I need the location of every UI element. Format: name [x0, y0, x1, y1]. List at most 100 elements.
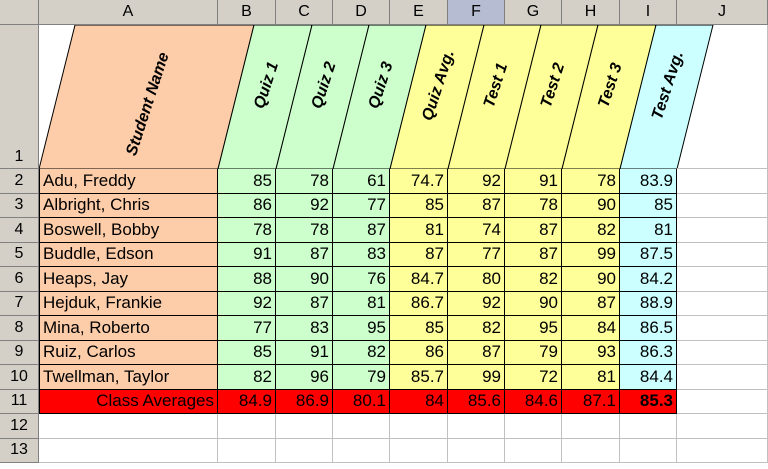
score-cell-tavg[interactable]: 83.9 [620, 169, 677, 194]
score-cell-q1[interactable]: 86 [218, 193, 276, 218]
empty-cell[interactable] [562, 438, 620, 463]
score-cell-tavg[interactable]: 88.9 [620, 291, 677, 316]
score-cell-t3[interactable]: 90 [562, 193, 620, 218]
score-cell-t1[interactable]: 74 [448, 218, 505, 243]
score-cell-qavg[interactable]: 85 [390, 193, 448, 218]
empty-cell[interactable] [276, 414, 333, 439]
score-cell-t1[interactable]: 87 [448, 340, 505, 365]
score-cell-tavg[interactable]: 86.3 [620, 340, 677, 365]
empty-cell[interactable] [677, 414, 768, 439]
empty-cell[interactable] [39, 414, 218, 439]
empty-cell[interactable] [448, 414, 505, 439]
class-average-t2[interactable]: 84.6 [505, 389, 562, 414]
score-cell-t1[interactable]: 80 [448, 267, 505, 292]
score-cell-q3[interactable]: 76 [333, 267, 390, 292]
empty-cell[interactable] [333, 414, 390, 439]
score-cell-q1[interactable]: 77 [218, 316, 276, 341]
score-cell-t2[interactable]: 87 [505, 218, 562, 243]
row-header-5[interactable]: 5 [0, 242, 39, 267]
empty-cell[interactable] [677, 340, 768, 365]
score-cell-t3[interactable]: 81 [562, 365, 620, 390]
row-header-8[interactable]: 8 [0, 316, 39, 341]
score-cell-q3[interactable]: 95 [333, 316, 390, 341]
empty-cell[interactable] [677, 438, 768, 463]
score-cell-t2[interactable]: 87 [505, 242, 562, 267]
column-header-i[interactable]: I [620, 0, 677, 25]
score-cell-qavg[interactable]: 86.7 [390, 291, 448, 316]
empty-cell[interactable] [677, 316, 768, 341]
score-cell-q3[interactable]: 81 [333, 291, 390, 316]
score-cell-qavg[interactable]: 86 [390, 340, 448, 365]
score-cell-qavg[interactable]: 85 [390, 316, 448, 341]
empty-cell[interactable] [677, 242, 768, 267]
score-cell-q2[interactable]: 87 [276, 242, 333, 267]
score-cell-q2[interactable]: 96 [276, 365, 333, 390]
score-cell-t2[interactable]: 72 [505, 365, 562, 390]
score-cell-q3[interactable]: 77 [333, 193, 390, 218]
score-cell-q2[interactable]: 87 [276, 291, 333, 316]
score-cell-t3[interactable]: 82 [562, 218, 620, 243]
class-average-q1[interactable]: 84.9 [218, 389, 276, 414]
score-cell-q1[interactable]: 92 [218, 291, 276, 316]
score-cell-q1[interactable]: 78 [218, 218, 276, 243]
score-cell-qavg[interactable]: 87 [390, 242, 448, 267]
empty-cell[interactable] [505, 414, 562, 439]
score-cell-tavg[interactable]: 84.2 [620, 267, 677, 292]
score-cell-t2[interactable]: 82 [505, 267, 562, 292]
score-cell-q3[interactable]: 83 [333, 242, 390, 267]
score-cell-qavg[interactable]: 85.7 [390, 365, 448, 390]
row-header-13[interactable]: 13 [0, 438, 39, 463]
class-average-q3[interactable]: 80.1 [333, 389, 390, 414]
score-cell-t3[interactable]: 99 [562, 242, 620, 267]
empty-cell[interactable] [39, 438, 218, 463]
empty-cell[interactable] [390, 414, 448, 439]
row-header-7[interactable]: 7 [0, 291, 39, 316]
score-cell-t3[interactable]: 78 [562, 169, 620, 194]
column-header-c[interactable]: C [276, 0, 333, 25]
score-cell-q1[interactable]: 85 [218, 340, 276, 365]
score-cell-q1[interactable]: 85 [218, 169, 276, 194]
class-average-q2[interactable]: 86.9 [276, 389, 333, 414]
column-header-d[interactable]: D [333, 0, 390, 25]
score-cell-q2[interactable]: 92 [276, 193, 333, 218]
score-cell-t2[interactable]: 95 [505, 316, 562, 341]
score-cell-t2[interactable]: 79 [505, 340, 562, 365]
score-cell-tavg[interactable]: 85 [620, 193, 677, 218]
score-cell-q2[interactable]: 83 [276, 316, 333, 341]
score-cell-q3[interactable]: 61 [333, 169, 390, 194]
column-header-b[interactable]: B [218, 0, 276, 25]
column-header-g[interactable]: G [505, 0, 562, 25]
row-header-11[interactable]: 11 [0, 389, 39, 414]
row-header-9[interactable]: 9 [0, 340, 39, 365]
score-cell-t3[interactable]: 84 [562, 316, 620, 341]
student-name-cell[interactable]: Mina, Roberto [39, 316, 218, 341]
empty-cell[interactable] [677, 389, 768, 414]
score-cell-t1[interactable]: 82 [448, 316, 505, 341]
score-cell-t2[interactable]: 91 [505, 169, 562, 194]
score-cell-tavg[interactable]: 81 [620, 218, 677, 243]
score-cell-q1[interactable]: 91 [218, 242, 276, 267]
column-header-h[interactable]: H [562, 0, 620, 25]
empty-cell[interactable] [448, 438, 505, 463]
score-cell-q3[interactable]: 87 [333, 218, 390, 243]
empty-cell[interactable] [677, 267, 768, 292]
class-average-qavg[interactable]: 84 [390, 389, 448, 414]
empty-cell[interactable] [218, 414, 276, 439]
student-name-cell[interactable]: Hejduk, Frankie [39, 291, 218, 316]
score-cell-t1[interactable]: 92 [448, 291, 505, 316]
empty-cell[interactable] [390, 438, 448, 463]
row-header-10[interactable]: 10 [0, 365, 39, 390]
score-cell-tavg[interactable]: 84.4 [620, 365, 677, 390]
score-cell-qavg[interactable]: 81 [390, 218, 448, 243]
empty-cell[interactable] [677, 169, 768, 194]
class-average-t1[interactable]: 85.6 [448, 389, 505, 414]
score-cell-q2[interactable]: 78 [276, 218, 333, 243]
score-cell-q3[interactable]: 82 [333, 340, 390, 365]
empty-cell[interactable] [562, 414, 620, 439]
student-name-cell[interactable]: Buddle, Edson [39, 242, 218, 267]
column-header-a[interactable]: A [39, 0, 218, 25]
row-header-1[interactable]: 1 [0, 25, 39, 169]
row-header-6[interactable]: 6 [0, 267, 39, 292]
score-cell-q2[interactable]: 91 [276, 340, 333, 365]
score-cell-t3[interactable]: 90 [562, 267, 620, 292]
